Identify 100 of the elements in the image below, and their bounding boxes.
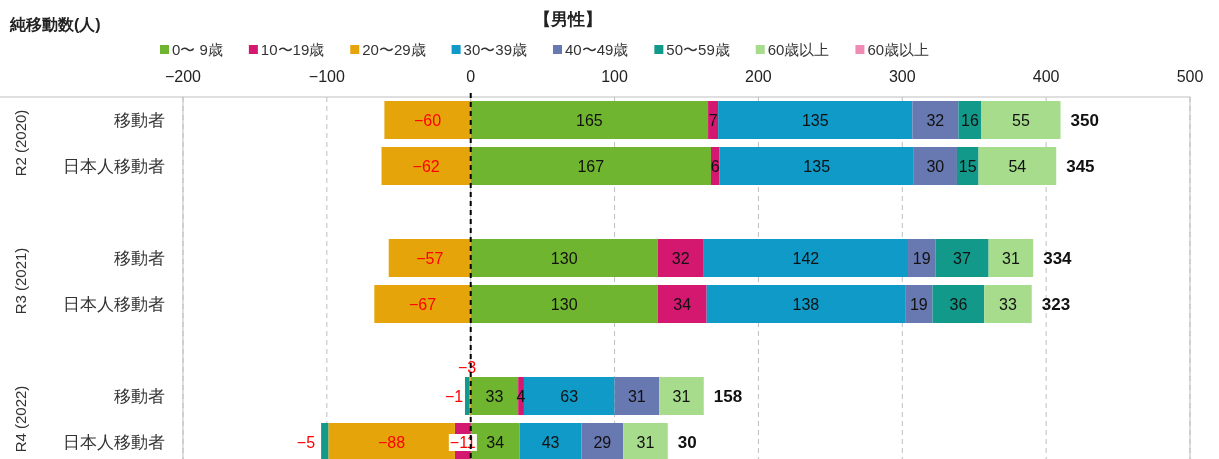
data-label: 37: [953, 250, 971, 267]
total-label: 158: [713, 387, 743, 406]
bar: [719, 147, 914, 185]
bar: [523, 377, 615, 415]
data-label: −62: [412, 158, 440, 175]
bar: [519, 423, 582, 459]
data-label: 36: [949, 296, 968, 313]
legend-label: 60歳以上: [867, 41, 930, 58]
x-tick-label: −200: [164, 68, 202, 85]
data-label: 34: [486, 434, 505, 451]
data-label: 32: [926, 112, 945, 129]
total-label: 345: [1066, 157, 1095, 176]
total-label: 350: [1070, 111, 1099, 130]
data-label: 33: [485, 388, 504, 405]
bar: [981, 101, 1061, 139]
data-label: −57: [416, 250, 444, 267]
data-label: 6: [710, 158, 720, 175]
data-label: −5: [296, 434, 316, 451]
data-label: 54: [1008, 158, 1027, 175]
bar: [935, 239, 989, 277]
data-label: 16: [961, 112, 979, 129]
data-label: 7: [708, 112, 718, 129]
data-label: −88: [378, 434, 406, 451]
bar: [470, 101, 709, 139]
data-label: 32: [671, 250, 690, 267]
data-label: 19: [912, 250, 931, 267]
bar: [657, 239, 704, 277]
bar: [470, 377, 519, 415]
total-label: 334: [1043, 249, 1073, 268]
total-label: 323: [1041, 295, 1071, 314]
bar: [978, 147, 1057, 185]
data-label: 130: [550, 296, 578, 313]
data-label: 135: [801, 112, 829, 129]
bar: [581, 423, 624, 459]
data-label: 31: [672, 388, 691, 405]
data-label: 29: [593, 434, 612, 451]
bar: [932, 285, 985, 323]
data-label: 31: [636, 434, 655, 451]
x-tick-label: 0: [466, 68, 476, 85]
x-tick-label: 100: [601, 68, 629, 85]
data-label: −3: [457, 359, 477, 376]
bar: [984, 285, 1032, 323]
data-label: 138: [792, 296, 820, 313]
bar: [388, 239, 471, 277]
data-label: 63: [560, 388, 579, 405]
x-tick-label: 200: [745, 68, 772, 85]
bar: [381, 147, 471, 185]
data-label: −1: [445, 388, 464, 405]
bar: [913, 147, 957, 185]
bar: [384, 101, 471, 139]
data-label: 167: [577, 158, 605, 175]
data-label: 55: [1012, 112, 1030, 129]
y-tick-label: 移動者: [114, 111, 165, 130]
data-label: 15: [958, 158, 977, 175]
data-label: 31: [1002, 250, 1020, 267]
legend-label: 60歳以上: [767, 41, 830, 58]
x-axis-title: 純移動数(人): [9, 16, 101, 33]
bar: [988, 239, 1034, 277]
bar: [659, 377, 704, 415]
data-label: −60: [413, 112, 442, 129]
data-label: −67: [408, 296, 437, 313]
bar: [706, 285, 906, 323]
x-tick-label: −100: [308, 68, 345, 85]
legend-label: 50〜59歳: [666, 41, 730, 58]
x-tick-label: 400: [1032, 68, 1060, 85]
data-label: 135: [803, 158, 831, 175]
bar: [718, 101, 913, 139]
y-tick-label: 移動者: [114, 249, 165, 268]
data-label: 43: [541, 434, 560, 451]
bar: [464, 377, 470, 415]
x-tick-label: 300: [888, 68, 916, 85]
bar: [912, 101, 959, 139]
bar: [623, 423, 668, 459]
bar: [470, 147, 711, 185]
data-label: 33: [999, 296, 1018, 313]
bar: [470, 239, 658, 277]
text: R2 (2020): [12, 109, 29, 177]
data-label: 19: [909, 296, 928, 313]
legend-label: 20〜29歳: [362, 41, 426, 58]
data-label: 31: [627, 388, 646, 405]
bar: [657, 285, 707, 323]
y-tick-label: 日本人移動者: [63, 295, 165, 314]
data-label: 30: [926, 158, 945, 175]
y-tick-label: 日本人移動者: [63, 433, 165, 452]
bar: [614, 377, 660, 415]
legend-label: 30〜39歳: [463, 41, 527, 58]
legend-label: 10〜19歳: [260, 41, 325, 58]
chart-title: 【男性】: [534, 10, 602, 29]
data-label: 34: [673, 296, 692, 313]
bar: [703, 239, 909, 277]
legend-label: 40〜49歳: [564, 41, 629, 58]
bar: [321, 423, 329, 459]
y-tick-label: 日本人移動者: [63, 157, 165, 176]
data-label: 142: [792, 250, 820, 267]
data-label: −11: [449, 434, 476, 451]
text: R4 (2022): [12, 385, 29, 453]
bar: [470, 285, 658, 323]
data-label: 130: [550, 250, 578, 267]
bar: [374, 285, 471, 323]
text: R3 (2021): [12, 247, 29, 315]
